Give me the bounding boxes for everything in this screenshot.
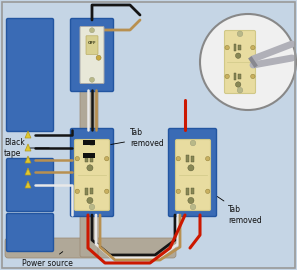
Circle shape (105, 157, 109, 161)
Circle shape (190, 140, 196, 146)
FancyBboxPatch shape (176, 140, 211, 211)
Circle shape (188, 197, 194, 204)
Text: OFF: OFF (88, 41, 96, 45)
Bar (191, 156, 194, 162)
Circle shape (236, 82, 241, 87)
Circle shape (206, 157, 210, 161)
FancyBboxPatch shape (70, 129, 113, 217)
Bar (234, 73, 236, 80)
FancyBboxPatch shape (168, 129, 217, 217)
Circle shape (206, 189, 210, 194)
Circle shape (236, 53, 241, 58)
Bar (90, 156, 93, 162)
Polygon shape (25, 181, 31, 188)
Circle shape (105, 189, 109, 194)
Circle shape (176, 157, 181, 161)
FancyBboxPatch shape (80, 26, 104, 83)
Bar (191, 188, 194, 194)
Bar (83, 140, 95, 145)
Polygon shape (25, 131, 31, 138)
Circle shape (188, 165, 194, 171)
FancyBboxPatch shape (225, 31, 255, 93)
Bar (234, 44, 236, 51)
Circle shape (237, 31, 243, 37)
Polygon shape (25, 144, 31, 151)
Polygon shape (25, 168, 31, 175)
Circle shape (176, 189, 181, 194)
FancyBboxPatch shape (7, 214, 53, 251)
Bar (186, 188, 189, 195)
Circle shape (89, 204, 95, 210)
FancyBboxPatch shape (7, 19, 53, 131)
Circle shape (225, 74, 229, 79)
Bar (85, 188, 88, 195)
Circle shape (251, 74, 255, 79)
Circle shape (89, 28, 94, 33)
Bar (238, 45, 241, 50)
Text: Black
tape: Black tape (4, 138, 49, 158)
Text: Power source: Power source (22, 252, 73, 268)
Circle shape (75, 157, 80, 161)
Bar (90, 188, 93, 194)
Circle shape (237, 87, 243, 93)
Text: Tab
removed: Tab removed (111, 128, 164, 148)
Polygon shape (25, 156, 31, 163)
Circle shape (200, 14, 296, 110)
Circle shape (225, 45, 229, 50)
Text: Tab
removed: Tab removed (217, 197, 262, 225)
Bar (83, 153, 95, 158)
FancyBboxPatch shape (80, 85, 98, 257)
Circle shape (89, 77, 94, 82)
FancyBboxPatch shape (7, 158, 53, 211)
Circle shape (96, 55, 101, 60)
Circle shape (87, 197, 93, 204)
Circle shape (190, 204, 196, 210)
Circle shape (89, 140, 95, 146)
Circle shape (75, 189, 80, 194)
Bar (85, 155, 88, 163)
Bar (238, 74, 241, 79)
FancyBboxPatch shape (5, 238, 176, 258)
Bar (186, 155, 189, 163)
FancyBboxPatch shape (86, 36, 98, 54)
FancyBboxPatch shape (70, 19, 113, 92)
Circle shape (87, 165, 93, 171)
Circle shape (251, 45, 255, 50)
FancyBboxPatch shape (75, 140, 110, 211)
